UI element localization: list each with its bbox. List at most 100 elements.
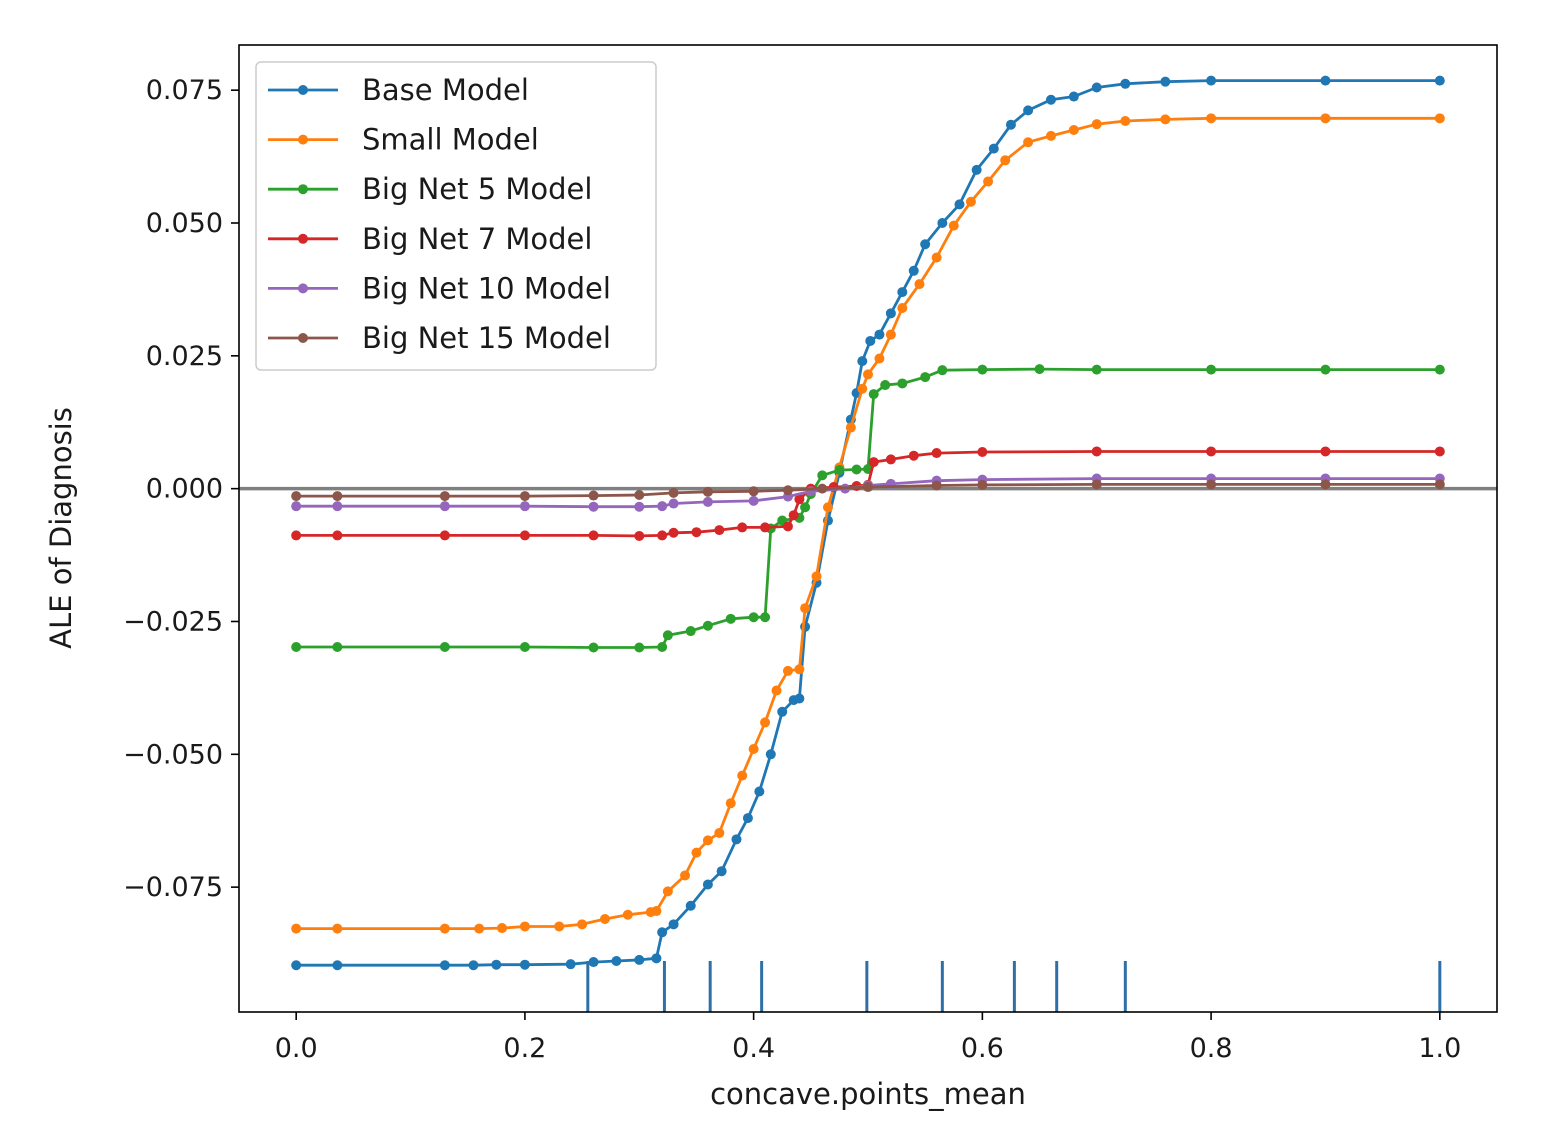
- data-point: [439, 501, 450, 512]
- data-point: [782, 521, 793, 532]
- data-point: [977, 446, 988, 457]
- data-point: [291, 501, 302, 512]
- x-tick-label: 0.0: [275, 1033, 318, 1064]
- data-point: [1160, 76, 1171, 87]
- data-point: [680, 870, 691, 881]
- data-point: [863, 369, 873, 380]
- data-point: [874, 329, 885, 340]
- data-point: [1005, 119, 1016, 130]
- x-axis: 0.0 0.2 0.4 0.6 0.8 1.0: [275, 1012, 1461, 1064]
- data-point: [857, 356, 868, 367]
- data-point: [634, 954, 645, 965]
- data-point: [885, 454, 896, 465]
- data-point: [1160, 114, 1171, 125]
- data-point: [800, 502, 811, 513]
- data-point: [931, 252, 942, 263]
- data-point: [651, 906, 662, 917]
- data-point: [554, 921, 565, 932]
- data-point: [291, 923, 302, 934]
- legend-entry: Big Net 7 Model: [268, 222, 592, 256]
- legend-label: Big Net 10 Model: [362, 271, 611, 305]
- data-point: [851, 464, 862, 475]
- data-point: [834, 465, 845, 476]
- data-point: [754, 786, 765, 797]
- data-point: [519, 491, 530, 502]
- data-point: [742, 813, 753, 824]
- data-point: [1091, 479, 1102, 490]
- data-point: [332, 960, 343, 971]
- data-point: [908, 450, 919, 461]
- data-point: [897, 303, 908, 314]
- data-point: [817, 483, 828, 494]
- axes-frame: [238, 44, 1498, 1013]
- data-point: [1045, 130, 1056, 141]
- data-point: [332, 501, 343, 512]
- data-point: [760, 522, 771, 533]
- legend-marker: [298, 184, 308, 195]
- data-point: [588, 957, 599, 968]
- series-2: [291, 113, 1445, 934]
- legend-box: [255, 61, 657, 371]
- data-point: [920, 372, 931, 383]
- data-point: [937, 365, 948, 376]
- legend-label: Big Net 5 Model: [362, 172, 592, 206]
- data-point: [737, 770, 748, 781]
- data-point: [657, 501, 668, 512]
- data-point: [1206, 75, 1217, 86]
- data-point: [668, 487, 679, 498]
- data-point: [291, 491, 302, 502]
- data-point: [760, 612, 771, 623]
- data-point: [885, 329, 896, 340]
- data-point: [1320, 446, 1331, 457]
- data-point: [1320, 75, 1331, 86]
- legend-marker: [298, 233, 308, 244]
- data-point: [657, 927, 668, 938]
- data-point: [662, 886, 673, 897]
- x-tick-label: 0.8: [1190, 1033, 1233, 1064]
- data-point: [1045, 94, 1056, 105]
- data-point: [634, 490, 645, 501]
- data-point: [748, 495, 759, 506]
- data-point: [885, 308, 896, 319]
- data-point: [977, 364, 988, 375]
- data-point: [474, 923, 485, 934]
- legend-entry: Big Net 10 Model: [268, 271, 611, 305]
- data-point: [777, 706, 788, 717]
- y-tick-label: −0.025: [123, 606, 223, 637]
- series-3: [291, 364, 1445, 653]
- y-tick-label: 0.075: [146, 75, 223, 106]
- data-point: [657, 641, 668, 652]
- x-axis-label: concave.points_mean: [710, 1077, 1026, 1111]
- legend-marker: [298, 134, 308, 145]
- data-point: [788, 510, 799, 521]
- data-point: [731, 834, 742, 845]
- data-point: [1120, 115, 1131, 126]
- data-point: [291, 960, 302, 971]
- y-axis-label: ALE of Diagnosis: [44, 407, 78, 649]
- data-point: [1034, 364, 1045, 375]
- data-point: [332, 641, 343, 652]
- data-point: [1023, 137, 1034, 148]
- data-point: [702, 879, 713, 890]
- data-point: [1120, 78, 1131, 89]
- data-point: [1091, 446, 1102, 457]
- data-point: [691, 847, 702, 858]
- data-point: [634, 501, 645, 512]
- data-point: [1206, 479, 1217, 490]
- data-point: [702, 620, 713, 631]
- legend-entry: Big Net 15 Model: [268, 321, 611, 355]
- data-point: [691, 527, 702, 538]
- data-point: [1206, 446, 1217, 457]
- data-point: [702, 835, 713, 846]
- data-point: [332, 530, 343, 541]
- data-point: [937, 217, 948, 228]
- data-point: [874, 353, 885, 364]
- data-point: [1091, 364, 1102, 375]
- data-point: [868, 457, 879, 468]
- data-point: [1320, 479, 1331, 490]
- data-point: [519, 641, 530, 652]
- data-point: [794, 693, 805, 704]
- data-point: [794, 494, 805, 505]
- legend-marker: [298, 333, 308, 343]
